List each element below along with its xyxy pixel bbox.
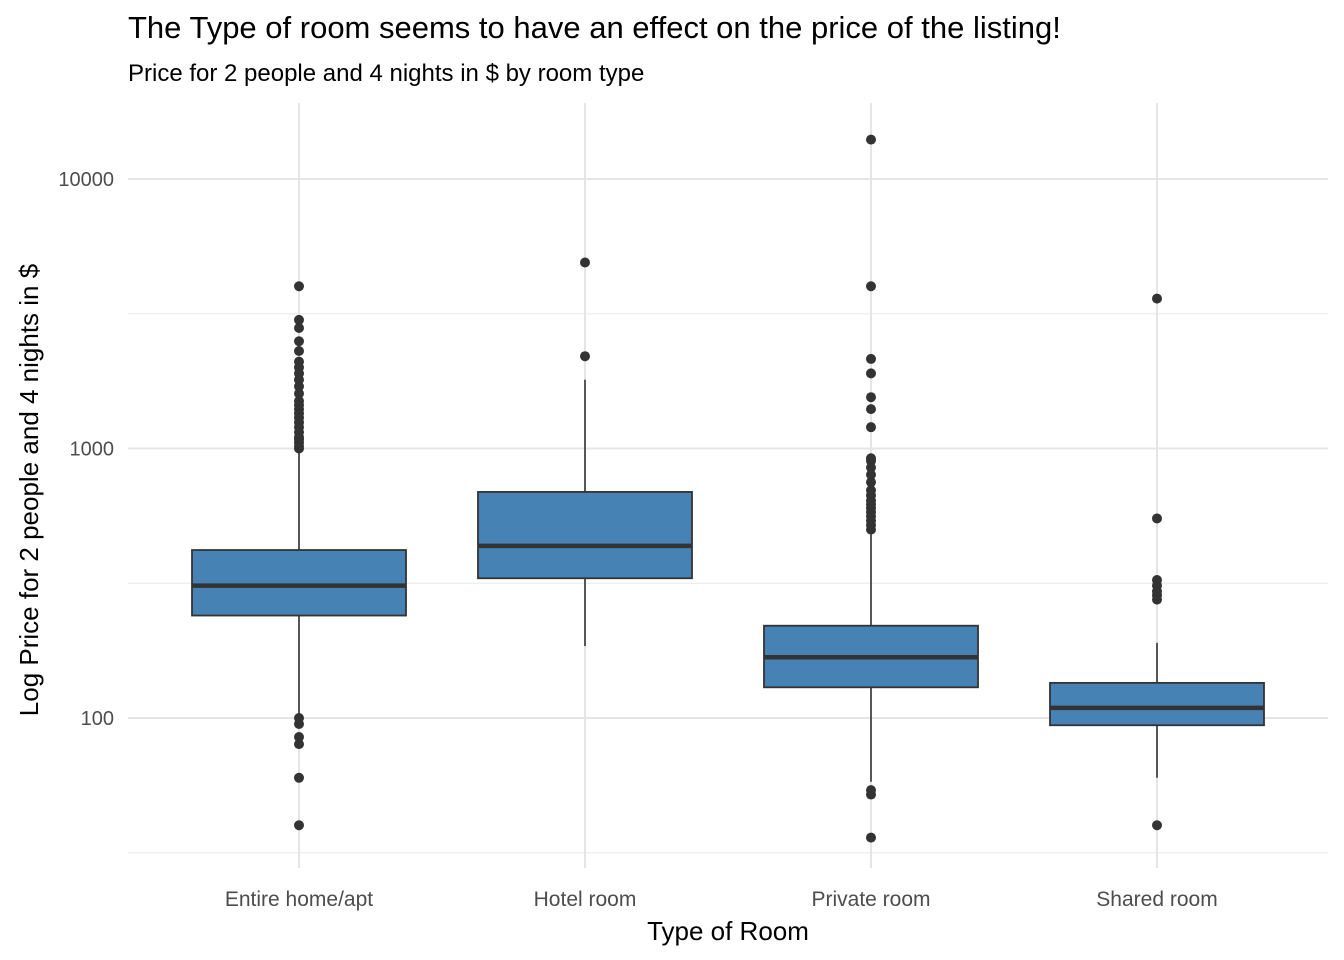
outlier-point (1152, 820, 1162, 831)
outlier-point (1152, 513, 1162, 524)
outlier-point (294, 713, 304, 723)
y-tick-label: 100 (81, 708, 114, 730)
outlier-point (294, 346, 304, 357)
outlier-point (866, 422, 876, 433)
y-tick-label: 10000 (58, 169, 114, 191)
tick-labels: 100 1000 10000 Entire home/apt Hotel room Pri… (58, 169, 1217, 911)
y-axis-title: Log Price for 2 people and 4 nights in $ (14, 263, 44, 716)
outlier-point (866, 353, 876, 364)
box-group (1049, 293, 1265, 831)
iqr-box (191, 549, 407, 617)
outlier-point (866, 368, 876, 379)
box-group (763, 134, 979, 843)
boxes (191, 134, 1265, 843)
outlier-point (866, 469, 876, 480)
outlier-point (1152, 575, 1162, 586)
x-tick-label: Shared room (1096, 888, 1217, 911)
outlier-point (866, 785, 876, 796)
x-tick-label: Entire home/apt (225, 888, 373, 911)
outlier-point (866, 832, 876, 843)
outlier-point (866, 477, 876, 488)
outlier-point (866, 134, 876, 145)
outlier-point (294, 820, 304, 831)
iqr-box (477, 491, 693, 580)
outlier-point (866, 453, 876, 464)
x-tick-label: Private room (811, 888, 930, 911)
box-group (191, 281, 407, 831)
outlier-point (294, 281, 304, 292)
outlier-point (866, 404, 876, 415)
outlier-point (294, 322, 304, 333)
outlier-point (866, 392, 876, 403)
grid-lines (128, 103, 1328, 868)
chart-title: The Type of room seems to have an effect… (128, 10, 1061, 45)
outlier-point (294, 388, 304, 399)
y-tick-label: 1000 (70, 439, 115, 461)
outlier-point (580, 351, 590, 362)
outlier-point (294, 314, 304, 325)
x-tick-label: Hotel room (534, 888, 637, 911)
outlier-point (866, 485, 876, 496)
chart-subtitle: Price for 2 people and 4 nights in $ by … (128, 60, 645, 87)
box-group (477, 257, 693, 646)
outlier-point (294, 336, 304, 347)
outlier-point (294, 732, 304, 743)
x-axis-title: Type of Room (647, 916, 809, 946)
outlier-point (294, 772, 304, 783)
iqr-box (1049, 681, 1265, 727)
outlier-point (866, 281, 876, 292)
outlier-point (580, 257, 590, 268)
outlier-point (294, 356, 304, 367)
outlier-point (294, 396, 304, 407)
outlier-point (294, 739, 304, 750)
outlier-point (1152, 293, 1162, 304)
